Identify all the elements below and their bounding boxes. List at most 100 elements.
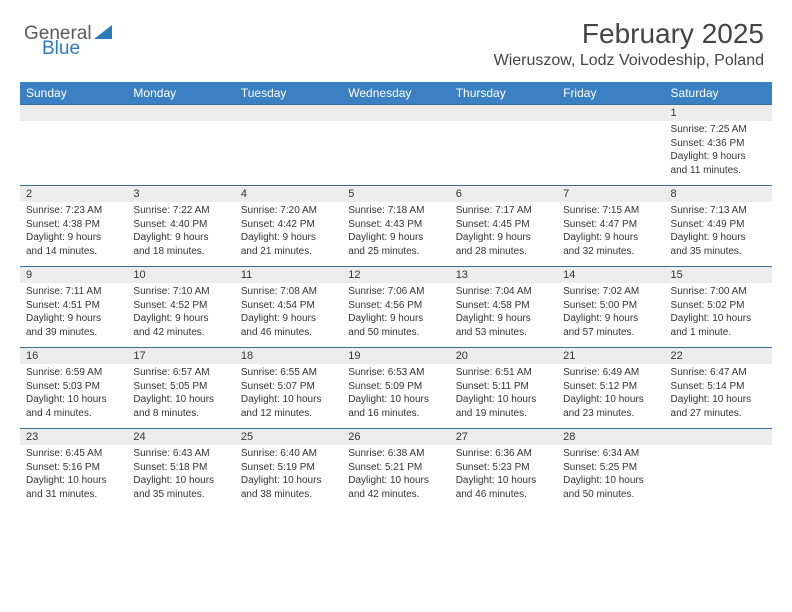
daylight-text: and 35 minutes. [671,245,766,259]
day-number [665,429,772,445]
daylight-text: and 1 minute. [671,326,766,340]
sunrise-text: Sunrise: 7:20 AM [241,204,336,218]
daylight-text: Daylight: 10 hours [456,393,551,407]
day-header-saturday: Saturday [665,82,772,104]
daylight-text: Daylight: 10 hours [456,474,551,488]
sunrise-text: Sunrise: 6:55 AM [241,366,336,380]
day-cell: Sunrise: 7:15 AMSunset: 4:47 PMDaylight:… [557,202,664,266]
day-cell: Sunrise: 7:10 AMSunset: 4:52 PMDaylight:… [127,283,234,347]
daylight-text: and 25 minutes. [348,245,443,259]
day-number: 8 [665,186,772,202]
day-number: 23 [20,429,127,445]
daylight-text: Daylight: 10 hours [348,393,443,407]
daylight-text: Daylight: 9 hours [26,312,121,326]
day-number: 5 [342,186,449,202]
day-cell [342,121,449,185]
daylight-text: and 21 minutes. [241,245,336,259]
day-number: 20 [450,348,557,364]
sunset-text: Sunset: 4:49 PM [671,218,766,232]
day-cell: Sunrise: 7:25 AMSunset: 4:36 PMDaylight:… [665,121,772,185]
daylight-text: and 57 minutes. [563,326,658,340]
sunrise-text: Sunrise: 7:15 AM [563,204,658,218]
day-number-row: 9101112131415 [20,266,772,283]
month-title: February 2025 [494,18,764,50]
sunrise-text: Sunrise: 6:53 AM [348,366,443,380]
day-cell [20,121,127,185]
daylight-text: and 23 minutes. [563,407,658,421]
sunset-text: Sunset: 4:36 PM [671,137,766,151]
day-cell: Sunrise: 6:43 AMSunset: 5:18 PMDaylight:… [127,445,234,509]
sunrise-text: Sunrise: 6:57 AM [133,366,228,380]
sunrise-text: Sunrise: 7:18 AM [348,204,443,218]
sunset-text: Sunset: 4:54 PM [241,299,336,313]
logo: General Blue [24,24,112,58]
day-number: 17 [127,348,234,364]
day-number: 1 [665,105,772,121]
sunset-text: Sunset: 4:40 PM [133,218,228,232]
sunset-text: Sunset: 5:25 PM [563,461,658,475]
daylight-text: and 42 minutes. [133,326,228,340]
day-cell [450,121,557,185]
logo-text-blue: Blue [42,38,80,59]
daylight-text: Daylight: 10 hours [671,312,766,326]
daylight-text: Daylight: 10 hours [241,393,336,407]
weeks-container: 1Sunrise: 7:25 AMSunset: 4:36 PMDaylight… [20,104,772,509]
day-cell: Sunrise: 6:51 AMSunset: 5:11 PMDaylight:… [450,364,557,428]
day-cell [127,121,234,185]
daylight-text: and 19 minutes. [456,407,551,421]
day-number [235,105,342,121]
sunset-text: Sunset: 5:03 PM [26,380,121,394]
sunrise-text: Sunrise: 7:11 AM [26,285,121,299]
day-cell: Sunrise: 6:45 AMSunset: 5:16 PMDaylight:… [20,445,127,509]
daylight-text: and 42 minutes. [348,488,443,502]
sunset-text: Sunset: 4:45 PM [456,218,551,232]
daylight-text: and 35 minutes. [133,488,228,502]
sunrise-text: Sunrise: 6:38 AM [348,447,443,461]
daylight-text: Daylight: 10 hours [26,393,121,407]
daylight-text: and 12 minutes. [241,407,336,421]
day-cell: Sunrise: 7:13 AMSunset: 4:49 PMDaylight:… [665,202,772,266]
logo-triangle-icon [94,25,112,39]
sunrise-text: Sunrise: 7:04 AM [456,285,551,299]
sunrise-text: Sunrise: 7:06 AM [348,285,443,299]
sunset-text: Sunset: 4:58 PM [456,299,551,313]
sunrise-text: Sunrise: 7:08 AM [241,285,336,299]
day-cell [665,445,772,509]
sunset-text: Sunset: 5:12 PM [563,380,658,394]
location-text: Wieruszow, Lodz Voivodeship, Poland [494,52,764,70]
day-cell: Sunrise: 6:36 AMSunset: 5:23 PMDaylight:… [450,445,557,509]
day-number: 24 [127,429,234,445]
sunset-text: Sunset: 5:00 PM [563,299,658,313]
day-header-sunday: Sunday [20,82,127,104]
day-number: 7 [557,186,664,202]
day-number: 9 [20,267,127,283]
day-number [20,105,127,121]
day-number: 10 [127,267,234,283]
daylight-text: Daylight: 10 hours [26,474,121,488]
sunrise-text: Sunrise: 6:49 AM [563,366,658,380]
day-cell [235,121,342,185]
daylight-text: and 50 minutes. [348,326,443,340]
detail-row: Sunrise: 6:45 AMSunset: 5:16 PMDaylight:… [20,445,772,509]
daylight-text: Daylight: 10 hours [563,393,658,407]
sunrise-text: Sunrise: 7:23 AM [26,204,121,218]
day-cell: Sunrise: 6:49 AMSunset: 5:12 PMDaylight:… [557,364,664,428]
day-cell: Sunrise: 6:40 AMSunset: 5:19 PMDaylight:… [235,445,342,509]
daylight-text: and 28 minutes. [456,245,551,259]
daylight-text: and 46 minutes. [456,488,551,502]
sunset-text: Sunset: 5:11 PM [456,380,551,394]
day-number [557,105,664,121]
sunrise-text: Sunrise: 7:17 AM [456,204,551,218]
day-number-row: 2345678 [20,185,772,202]
day-number [342,105,449,121]
daylight-text: Daylight: 9 hours [456,231,551,245]
daylight-text: Daylight: 9 hours [26,231,121,245]
calendar: Sunday Monday Tuesday Wednesday Thursday… [20,82,772,509]
daylight-text: and 11 minutes. [671,164,766,178]
detail-row: Sunrise: 7:23 AMSunset: 4:38 PMDaylight:… [20,202,772,266]
sunrise-text: Sunrise: 7:00 AM [671,285,766,299]
day-cell: Sunrise: 6:55 AMSunset: 5:07 PMDaylight:… [235,364,342,428]
daylight-text: Daylight: 9 hours [563,312,658,326]
day-header-wednesday: Wednesday [342,82,449,104]
daylight-text: and 32 minutes. [563,245,658,259]
